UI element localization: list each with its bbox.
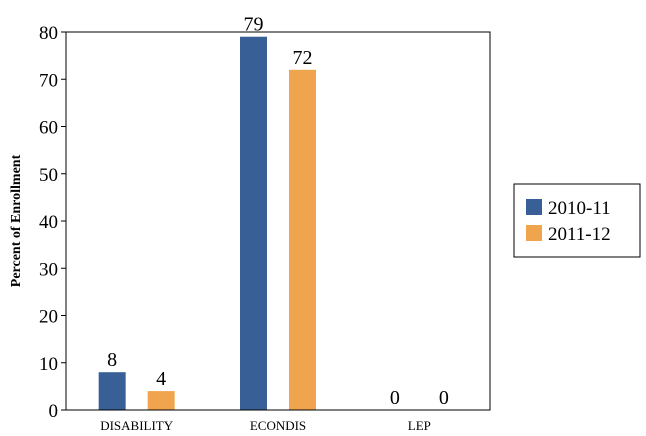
- data-label: 0: [390, 387, 400, 409]
- legend-label: 2010-11: [548, 198, 611, 219]
- y-axis-title: Percent of Enrollment: [9, 154, 24, 287]
- data-label: 79: [244, 14, 264, 36]
- y-tick-label: 30: [39, 259, 58, 280]
- bar-2010-11-DISABILITY: [98, 372, 126, 410]
- bars: [98, 36, 316, 411]
- legend: 2010-11 2011-12: [513, 183, 641, 258]
- data-labels: 8 4 79 72 0 0: [107, 14, 449, 409]
- x-axis-labels: DISABILITY ECONDIS LEP: [100, 418, 431, 433]
- x-tick-label: DISABILITY: [100, 418, 174, 433]
- y-tick-label: 60: [39, 118, 58, 139]
- plot-area: [65, 31, 491, 411]
- data-label: 72: [293, 47, 313, 69]
- y-axis-ticks: 0 10 20 30 40 50 60 70 80: [39, 23, 66, 422]
- y-tick-label: 10: [39, 354, 58, 375]
- y-tick-label: 0: [49, 401, 59, 422]
- legend-box: [513, 183, 641, 258]
- data-label: 8: [107, 349, 117, 371]
- legend-label: 2011-12: [548, 224, 611, 245]
- y-tick-label: 40: [39, 212, 58, 233]
- bar-2010-11-ECONDIS: [240, 36, 267, 410]
- y-tick-label: 80: [39, 23, 58, 44]
- y-tick-label: 20: [39, 307, 58, 328]
- x-tick-label: LEP: [408, 418, 431, 433]
- legend-swatch: [526, 199, 542, 215]
- data-label: 0: [439, 387, 449, 409]
- data-label: 4: [156, 368, 166, 390]
- y-tick-label: 70: [39, 70, 58, 91]
- bar-2011-12-ECONDIS: [289, 69, 316, 411]
- legend-swatch: [526, 225, 542, 241]
- y-tick-label: 50: [39, 165, 58, 186]
- x-tick-label: ECONDIS: [250, 418, 306, 433]
- bar-2011-12-DISABILITY: [147, 391, 175, 410]
